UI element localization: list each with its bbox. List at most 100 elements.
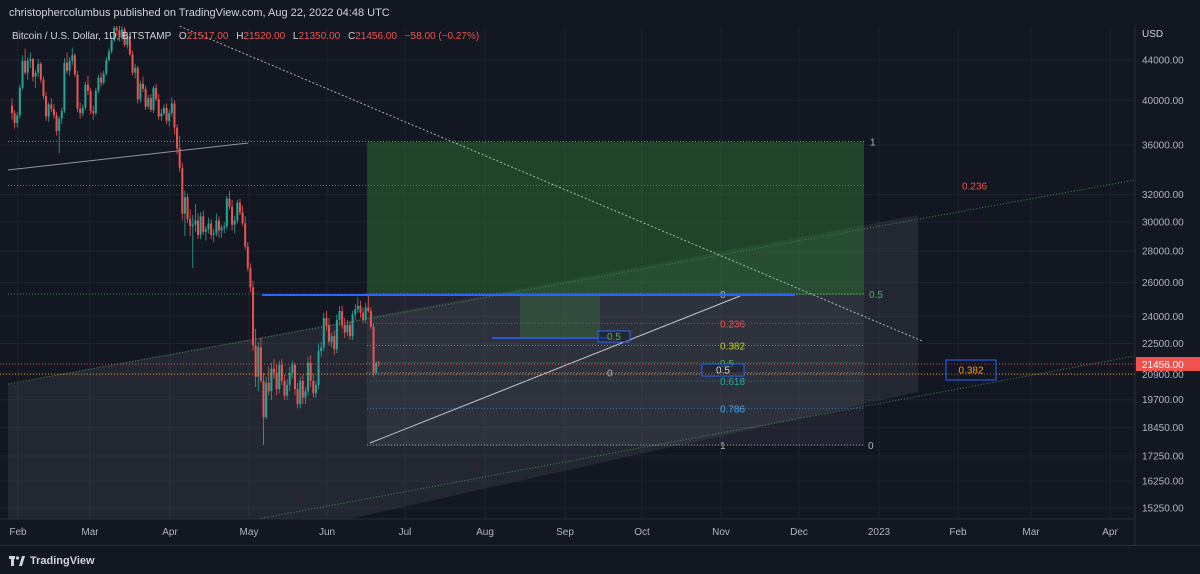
candle-body [288, 372, 291, 385]
candle-body [86, 84, 89, 91]
price-tick: 28000.00 [1142, 247, 1184, 258]
candle-body [194, 220, 197, 225]
candle-body [236, 202, 239, 221]
candle-body [233, 220, 236, 225]
price-scale[interactable]: 44000.00 40000.00 36000.00 32000.00 30000.00… [1142, 56, 1184, 515]
candle-body [359, 305, 362, 313]
candle-body [299, 380, 302, 405]
candle-body [186, 197, 189, 220]
candle-body [220, 227, 223, 231]
box-label-frame [945, 359, 997, 381]
candle-body [296, 389, 299, 405]
time-tick: Oct [634, 527, 650, 538]
candle-body [275, 372, 278, 390]
candle-body [202, 216, 205, 232]
candle-body [246, 246, 249, 269]
box-label-frame [597, 330, 631, 343]
symbol-legend: Bitcoin / U.S. Dollar, 1D, BITSTAMP O215… [12, 31, 479, 42]
price-tick: 16250.00 [1142, 477, 1184, 488]
candle-body [301, 380, 304, 398]
candle-body [354, 309, 357, 315]
candle-body [89, 90, 92, 112]
candle-body [210, 223, 213, 235]
time-tick: Feb [9, 527, 27, 538]
candle-body [333, 336, 336, 350]
ohlc-close: 21456.00 [355, 31, 397, 42]
time-tick: Apr [1102, 527, 1118, 538]
price-tick: 22500.00 [1142, 339, 1184, 350]
target-zone-box [367, 142, 864, 295]
rising-support-line [369, 295, 741, 444]
candle-body [118, 30, 121, 38]
candle-body [241, 212, 244, 224]
candle-body [16, 115, 19, 124]
candle-body [50, 104, 53, 109]
publisher-header: christophercolumbus published on Trading… [0, 0, 1200, 26]
candle-body [81, 107, 84, 114]
descending-trendline [177, 26, 923, 342]
currency-label: USD [1142, 29, 1163, 40]
candle-body [231, 206, 234, 225]
candle-body [149, 98, 152, 110]
drawings [7, 26, 1135, 519]
candle-body [249, 268, 252, 288]
candle-body [348, 325, 351, 337]
candle-body [314, 384, 317, 394]
candle-body [18, 87, 21, 116]
time-tick: Sep [556, 527, 574, 538]
candle-body [134, 67, 137, 73]
candle-body [100, 77, 103, 83]
time-tick: 2023 [868, 527, 891, 538]
candle-body [24, 60, 27, 73]
candle-body [259, 347, 262, 381]
time-scale[interactable]: Feb Mar Apr May Jun Jul Aug Sep Oct Nov Dec 2023 Feb… [9, 527, 1118, 538]
candles [11, 26, 380, 446]
candle-body [157, 99, 160, 117]
fib-label: 0.786 [720, 404, 745, 415]
price-tick: 36000.00 [1142, 140, 1184, 151]
tradingview-logo[interactable]: TradingView [9, 555, 95, 567]
candle-body [197, 220, 200, 235]
box-label-frame [701, 363, 745, 377]
box-label-text: 0.5 [716, 366, 730, 377]
price-tick: 30000.00 [1142, 217, 1184, 228]
candle-body [262, 380, 265, 418]
tradingview-logo-text: TradingView [30, 555, 95, 567]
candle-body [244, 223, 247, 247]
candle-body [178, 148, 181, 168]
candle-body [152, 87, 155, 110]
time-tick: May [240, 527, 259, 538]
candle-body [128, 36, 131, 55]
candle-body [47, 104, 50, 117]
candle-body [286, 384, 289, 396]
candle-body [278, 364, 281, 390]
candle-body [58, 118, 61, 131]
fib-label: 0.236 [720, 319, 745, 330]
candle-body [60, 111, 63, 119]
time-tick: Mar [81, 527, 99, 538]
footer-bar: TradingView [0, 545, 1200, 574]
candle-body [94, 90, 97, 114]
time-tick: Apr [162, 527, 178, 538]
candle-body [142, 83, 144, 89]
candle-body [312, 380, 315, 394]
candle-body [338, 311, 341, 320]
candle-body [320, 347, 323, 352]
time-tick: Feb [949, 527, 967, 538]
candle-body [330, 336, 333, 342]
candle-body [228, 198, 231, 207]
candle-body [139, 83, 142, 100]
price-tick: 40000.00 [1142, 96, 1184, 107]
candle-body [29, 59, 32, 61]
candle-body [377, 362, 380, 364]
time-tick: Mar [1022, 527, 1040, 538]
candle-body [369, 311, 372, 327]
candle-body [147, 98, 150, 107]
candle-body [189, 219, 192, 227]
last-price-text: 21456.00 [1142, 360, 1184, 371]
fib-label: 0.382 [720, 341, 745, 352]
time-tick: Jul [399, 527, 412, 538]
candle-body [26, 60, 29, 73]
price-tick: 18450.00 [1142, 423, 1184, 434]
